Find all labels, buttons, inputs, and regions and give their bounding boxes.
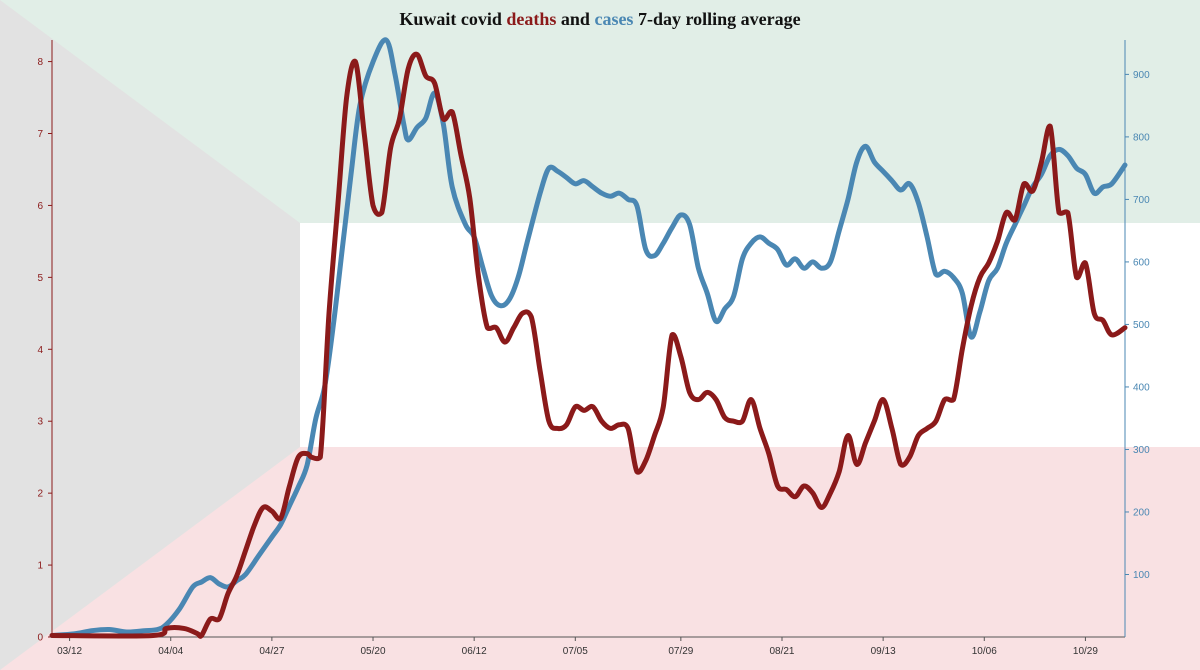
y-right-tick-label: 500 <box>1133 320 1150 331</box>
cases-series-line <box>49 37 1128 638</box>
title-prefix: Kuwait covid <box>399 9 506 29</box>
title-suffix: 7-day rolling average <box>633 9 800 29</box>
chart-title: Kuwait covid deaths and cases 7-day roll… <box>399 9 800 29</box>
y-right-tick-label: 100 <box>1133 570 1150 581</box>
x-tick-label: 10/06 <box>972 646 997 657</box>
x-tick-label: 09/13 <box>871 646 896 657</box>
y-axis-left-ticks: 0 1 2 3 4 5 6 7 8 <box>37 57 52 644</box>
x-tick-label: 04/04 <box>158 646 183 657</box>
y-right-tick-label: 700 <box>1133 195 1150 206</box>
y-right-tick-label: 400 <box>1133 382 1150 393</box>
series-lines <box>49 37 1128 639</box>
y-left-tick-label: 6 <box>37 201 43 212</box>
y-right-tick-label: 600 <box>1133 257 1150 268</box>
y-left-tick-label: 2 <box>37 489 43 500</box>
flag-black-wedge <box>0 0 300 670</box>
x-axis-ticks: 03/12 04/04 04/27 05/20 06/12 07/05 07/29 08/21… <box>57 637 1098 657</box>
x-tick-label: 03/12 <box>57 646 82 657</box>
deaths-series-line <box>49 51 1128 639</box>
y-right-tick-label: 200 <box>1133 507 1150 518</box>
x-tick-label: 07/05 <box>563 646 588 657</box>
y-right-tick-label: 900 <box>1133 70 1150 81</box>
title-middle: and <box>556 9 594 29</box>
title-deaths-word: deaths <box>506 9 556 29</box>
y-left-tick-label: 5 <box>37 273 43 284</box>
y-axis-right-ticks: 100 200 300 400 500 600 700 800 900 <box>1125 70 1150 581</box>
x-tick-label: 07/29 <box>668 646 693 657</box>
x-tick-label: 04/27 <box>259 646 284 657</box>
y-right-tick-label: 300 <box>1133 445 1150 456</box>
x-tick-label: 05/20 <box>361 646 386 657</box>
x-tick-label: 08/21 <box>769 646 794 657</box>
y-left-tick-label: 0 <box>37 633 43 644</box>
y-left-tick-label: 7 <box>37 129 43 140</box>
title-cases-word: cases <box>594 9 633 29</box>
y-left-tick-label: 8 <box>37 57 43 68</box>
x-tick-label: 06/12 <box>462 646 487 657</box>
x-tick-label: 10/29 <box>1073 646 1098 657</box>
y-left-tick-label: 4 <box>37 345 43 356</box>
y-left-tick-label: 1 <box>37 561 43 572</box>
y-left-tick-label: 3 <box>37 417 43 428</box>
y-right-tick-label: 800 <box>1133 132 1150 143</box>
